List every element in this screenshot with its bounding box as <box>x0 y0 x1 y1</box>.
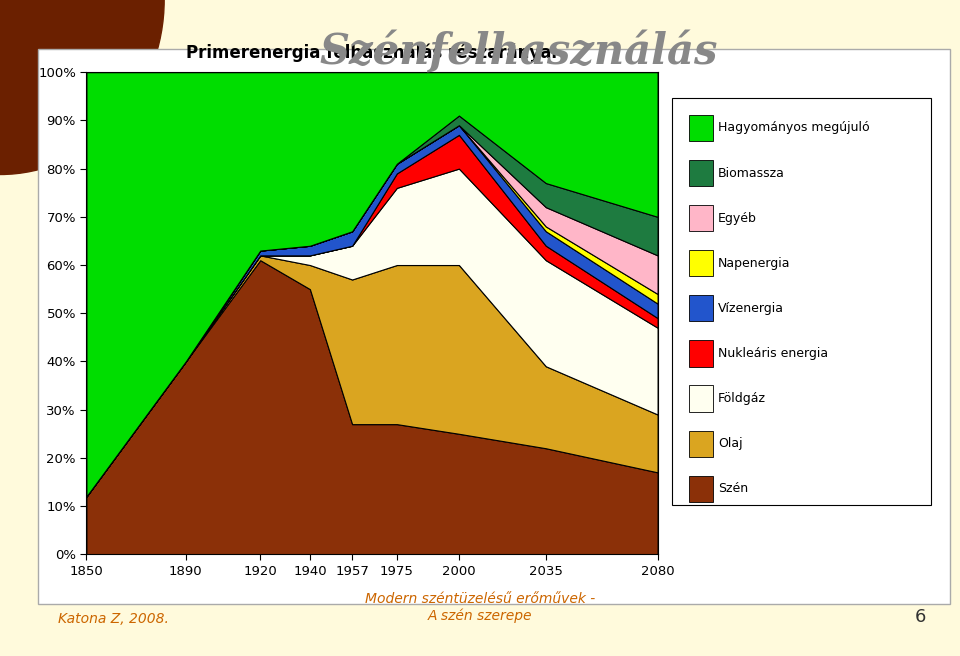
Text: Szénfelhasználás: Szénfelhasználás <box>320 30 717 72</box>
Title: Primerenergia felhasználás részarányai: Primerenergia felhasználás részarányai <box>186 44 558 62</box>
Text: Katona Z, 2008.: Katona Z, 2008. <box>58 613 168 626</box>
Text: Biomassza: Biomassza <box>718 167 785 180</box>
Text: Szén: Szén <box>718 482 748 495</box>
Text: Egyéb: Egyéb <box>718 212 756 224</box>
Text: 6: 6 <box>915 609 926 626</box>
Text: Modern széntüzelésű erőművek -
A szén szerepe: Modern széntüzelésű erőművek - A szén sz… <box>365 592 595 623</box>
Text: Hagyományos megújuló: Hagyományos megújuló <box>718 121 870 134</box>
Text: Napenergia: Napenergia <box>718 256 791 270</box>
Circle shape <box>0 0 164 174</box>
Text: Nukleáris energia: Nukleáris energia <box>718 347 828 360</box>
Text: Földgáz: Földgáz <box>718 392 766 405</box>
Text: Olaj: Olaj <box>718 437 743 450</box>
Text: Vízenergia: Vízenergia <box>718 302 784 315</box>
